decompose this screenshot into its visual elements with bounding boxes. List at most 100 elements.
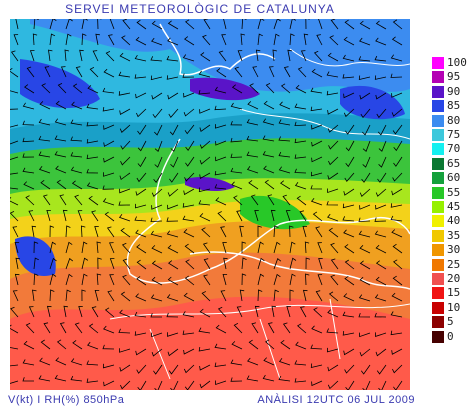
wind-barb	[262, 374, 275, 382]
wind-barb	[231, 181, 243, 190]
legend-swatch	[432, 215, 444, 228]
wind-barb	[250, 194, 259, 206]
legend-row: 30	[432, 243, 472, 257]
wind-barb	[273, 273, 281, 286]
wind-barb	[109, 19, 115, 30]
wind-barb	[167, 332, 179, 337]
wind-barb	[376, 364, 387, 375]
wind-barb	[22, 137, 35, 143]
wind-barb	[118, 201, 131, 206]
wind-barb	[169, 124, 179, 136]
wind-barb	[10, 380, 19, 384]
wind-barb	[182, 330, 195, 335]
wind-barb	[23, 181, 35, 190]
wind-barb	[390, 203, 403, 208]
wind-barb	[81, 289, 86, 302]
wind-barb	[391, 188, 403, 196]
wind-barb	[154, 380, 163, 390]
wind-barb	[103, 172, 115, 177]
wind-barb	[278, 119, 291, 126]
wind-barb	[57, 83, 67, 94]
wind-barb	[344, 259, 355, 270]
wind-barb	[278, 151, 291, 158]
legend-row: 95	[432, 70, 472, 84]
wind-barb	[241, 273, 247, 286]
wind-barb	[326, 328, 339, 334]
wind-barb	[134, 74, 147, 79]
legend-row: 45	[432, 200, 472, 213]
wind-barb	[70, 152, 83, 158]
wind-barb	[267, 194, 275, 206]
legend-label: 20	[447, 272, 461, 285]
wind-barb	[392, 124, 403, 135]
wind-barb	[230, 102, 243, 110]
wind-barb	[39, 357, 51, 366]
wind-barb	[315, 290, 323, 302]
wind-barb	[167, 204, 179, 210]
wind-barb	[167, 188, 179, 197]
wind-barb	[10, 156, 19, 161]
wind-barb	[233, 323, 243, 334]
wind-barb	[183, 188, 195, 196]
legend-label: 95	[447, 70, 461, 84]
wind-barb	[393, 140, 403, 152]
wind-barb	[10, 187, 19, 190]
wind-barb	[183, 348, 195, 355]
wind-barb	[198, 327, 211, 334]
wind-barb	[230, 377, 243, 382]
wind-barb	[289, 289, 294, 301]
wind-barb	[215, 197, 227, 206]
legend-label: 55	[447, 185, 461, 199]
wind-barb	[257, 257, 265, 270]
wind-barb	[70, 119, 83, 126]
wind-barb	[295, 341, 307, 350]
wind-barb	[241, 19, 247, 30]
wind-barb	[59, 194, 67, 206]
wind-barb	[135, 293, 147, 302]
wind-barb	[203, 19, 211, 30]
wind-barb	[120, 291, 131, 302]
wind-barb	[94, 289, 100, 302]
wind-barb	[361, 172, 371, 183]
wind-barb	[267, 322, 275, 334]
wind-barb	[273, 33, 280, 46]
legend-swatch	[432, 316, 444, 329]
wind-barb	[262, 118, 275, 126]
wind-barb	[294, 168, 307, 174]
wind-barb	[375, 92, 387, 100]
wind-barb	[10, 347, 19, 350]
wind-barb	[249, 83, 259, 94]
wind-barb	[326, 71, 339, 78]
wind-barb	[167, 244, 179, 254]
wind-barb	[136, 364, 147, 374]
wind-barb	[107, 34, 115, 46]
wind-barb	[328, 156, 339, 166]
wind-barb	[221, 34, 227, 46]
wind-barb	[183, 292, 195, 302]
wind-barb	[22, 102, 35, 110]
wind-barb	[271, 305, 277, 318]
wind-barb	[46, 209, 51, 222]
legend-swatch	[432, 287, 444, 300]
wind-barb	[38, 151, 51, 158]
wind-barb	[102, 107, 115, 112]
wind-barb	[330, 274, 339, 286]
wind-barb	[118, 214, 131, 222]
wind-barb	[233, 195, 243, 206]
wind-barb	[343, 188, 355, 196]
wind-barb	[137, 156, 147, 168]
legend-label: 75	[447, 128, 461, 141]
wind-barb	[294, 138, 307, 144]
wind-barb	[254, 210, 259, 222]
wind-barb	[97, 257, 102, 270]
wind-barb	[119, 188, 131, 194]
wind-barb	[38, 165, 51, 174]
wind-barb	[150, 217, 163, 223]
wind-barb	[10, 124, 19, 128]
wind-barb	[218, 50, 227, 62]
wind-barb	[393, 156, 403, 167]
wind-barb	[119, 309, 131, 318]
wind-barb	[86, 103, 99, 110]
wind-barb	[33, 273, 39, 286]
wind-barb	[151, 260, 163, 270]
